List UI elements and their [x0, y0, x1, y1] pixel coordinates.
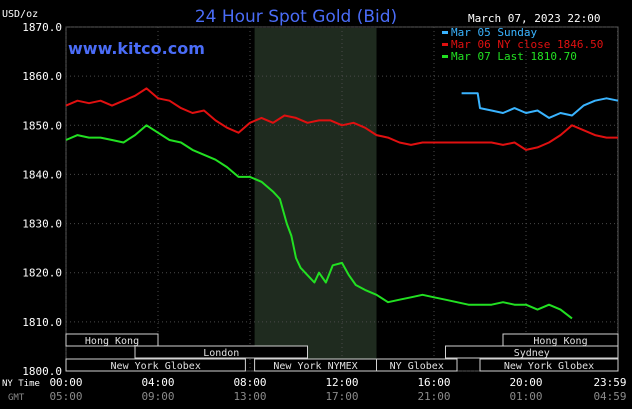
session-label: Sydney	[514, 348, 550, 359]
series-line-1	[65, 87, 618, 151]
y-tick-label: 1860.0	[22, 70, 62, 83]
x-tick-label-gmt: 13:00	[233, 390, 266, 403]
x-tick-label-gmt: 17:00	[325, 390, 358, 403]
y-tick-label: 1810.0	[22, 316, 62, 329]
session-label: New York NYMEX	[273, 361, 357, 372]
session-bar	[65, 358, 246, 372]
session-bar	[376, 358, 458, 372]
session-label: London	[203, 348, 239, 359]
x-tick-label-ny: 08:00	[233, 376, 266, 389]
x-tick-label-gmt: 09:00	[141, 390, 174, 403]
legend-swatch-1	[442, 43, 448, 46]
x-tick-label-ny: 12:00	[325, 376, 358, 389]
y-tick-label: 1840.0	[22, 168, 62, 181]
axis-labels: 1870.0 1860.0 1850.0 1840.0 1830.0 1820.0 1810…	[2, 21, 627, 403]
legend-swatch-0	[442, 31, 448, 34]
unit-label: USD/oz	[2, 9, 38, 20]
datetime-label: March 07, 2023 22:00	[468, 12, 600, 25]
y-tick-label: 1830.0	[22, 218, 62, 231]
nymex-session-shade	[254, 28, 377, 371]
session-label: New York Globex	[111, 361, 201, 372]
y-tick-label: 1820.0	[22, 267, 62, 280]
x-row-label-gmt: GMT	[8, 393, 25, 403]
x-tick-label-ny: 16:00	[417, 376, 450, 389]
x-tick-label-ny: 00:00	[49, 376, 82, 389]
x-tick-label-gmt: 01:00	[509, 390, 542, 403]
series-line-2	[65, 124, 573, 320]
session-bar	[134, 345, 308, 359]
session-label: New York Globex	[504, 361, 594, 372]
legend-swatch-2	[442, 55, 448, 58]
session-label: Hong Kong	[85, 336, 139, 347]
legend-entry-1: Mar 06 NY close 1846.50	[451, 38, 603, 51]
session-bar	[65, 333, 159, 347]
series-layer	[65, 87, 619, 320]
series-line-0	[461, 92, 619, 119]
chart-title: 24 Hour Spot Gold (Bid)	[195, 7, 397, 27]
x-tick-label-gmt: 21:00	[417, 390, 450, 403]
x-tick-label-ny: 20:00	[509, 376, 542, 389]
y-tick-label: 1800.0	[22, 365, 62, 378]
x-tick-label-ny: 23:59	[593, 376, 626, 389]
grid-lines	[65, 26, 619, 372]
y-tick-label: 1850.0	[22, 119, 62, 132]
session-bar	[479, 358, 619, 372]
kitco-watermark: www.kitco.com	[68, 39, 205, 58]
session-label: NY Globex	[390, 361, 444, 372]
y-tick-label: 1870.0	[22, 21, 62, 34]
session-bar	[445, 345, 619, 359]
x-row-label-ny: NY Time	[2, 379, 40, 389]
session-label: Hong Kong	[533, 336, 587, 347]
legend-entry-0: Mar 05 Sunday	[451, 26, 537, 39]
x-tick-label-gmt: 04:59	[593, 390, 626, 403]
legend-entry-2: Mar 07 Last 1810.70	[451, 50, 577, 63]
x-tick-label-ny: 04:00	[141, 376, 174, 389]
x-tick-label-gmt: 05:00	[49, 390, 82, 403]
